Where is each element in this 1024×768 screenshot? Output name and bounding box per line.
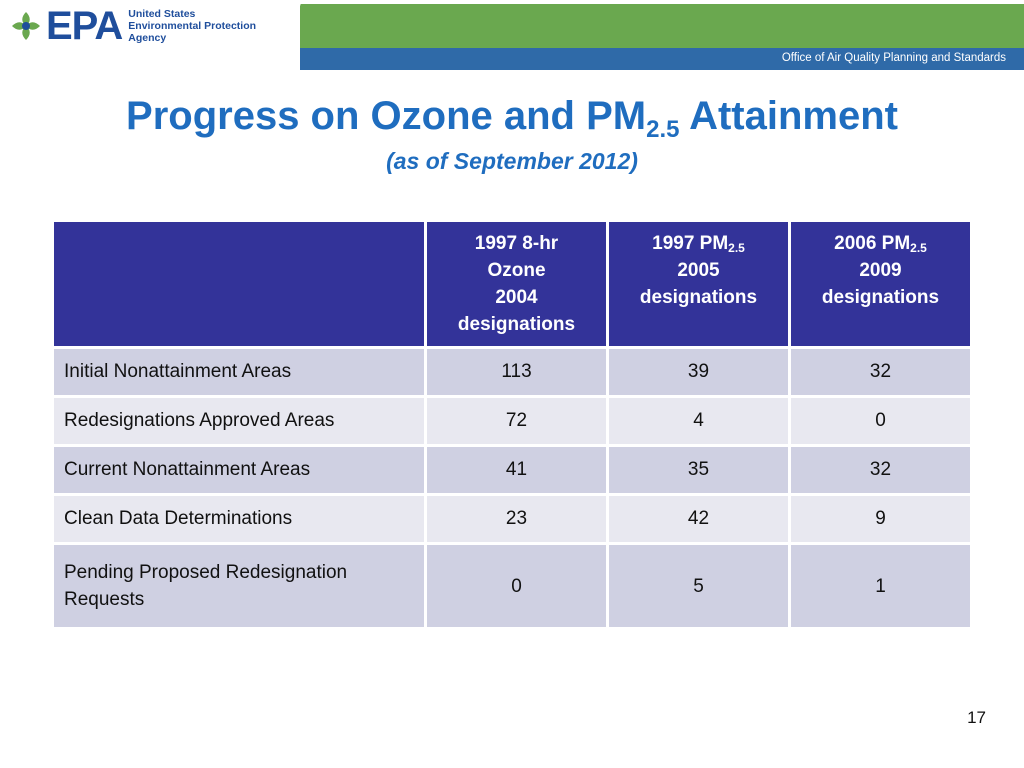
epa-flower-logo-icon bbox=[9, 9, 43, 43]
agency-line-1: United States bbox=[128, 8, 196, 20]
header-blue-bar bbox=[272, 48, 1024, 70]
header-line: 2009 bbox=[859, 260, 902, 281]
slide-subtitle: (as of September 2012) bbox=[386, 148, 638, 174]
header-line: designations bbox=[821, 287, 940, 308]
slide-header: EPA United States Environmental Protecti… bbox=[0, 0, 1024, 72]
table-cell: 32 bbox=[788, 444, 973, 496]
header-line: 1997 8-hr bbox=[474, 233, 559, 254]
table-header-row: 1997 8-hr Ozone 2004 designations 1997 P… bbox=[51, 219, 973, 349]
table-header-pm25-1997: 1997 PM2.5 2005 designations bbox=[606, 219, 791, 349]
table-cell: 32 bbox=[788, 346, 973, 398]
table-row: Clean Data Determinations 23 42 9 bbox=[51, 493, 973, 545]
row-label: Initial Nonattainment Areas bbox=[51, 346, 427, 398]
attainment-table: 1997 8-hr Ozone 2004 designations 1997 P… bbox=[51, 219, 973, 630]
header-subscript: 2.5 bbox=[910, 241, 927, 255]
page-number: 17 bbox=[967, 708, 986, 727]
office-name: Office of Air Quality Planning and Stand… bbox=[781, 52, 1006, 64]
table-cell: 35 bbox=[606, 444, 791, 496]
header-line: designations bbox=[639, 287, 758, 308]
table-cell: 1 bbox=[788, 542, 973, 630]
table-row: Redesignations Approved Areas 72 4 0 bbox=[51, 395, 973, 447]
table-header-corner bbox=[51, 219, 427, 349]
table-cell: 23 bbox=[424, 493, 609, 545]
table-header-ozone-1997: 1997 8-hr Ozone 2004 designations bbox=[424, 219, 609, 349]
header-line: 2006 PM bbox=[834, 233, 911, 254]
table-cell: 9 bbox=[788, 493, 973, 545]
header-line: 2005 bbox=[677, 260, 720, 281]
row-label-line: Pending Proposed Redesignation bbox=[64, 562, 348, 583]
title-main: Progress on Ozone and PM bbox=[126, 94, 647, 138]
row-label: Clean Data Determinations bbox=[51, 493, 427, 545]
table-cell: 41 bbox=[424, 444, 609, 496]
table-cell: 72 bbox=[424, 395, 609, 447]
table-row: Initial Nonattainment Areas 113 39 32 bbox=[51, 346, 973, 398]
row-label: Redesignations Approved Areas bbox=[51, 395, 427, 447]
row-label: Pending Proposed Redesignation Requests bbox=[51, 542, 427, 630]
table-cell: 4 bbox=[606, 395, 791, 447]
agency-line-3: Agency bbox=[128, 32, 167, 44]
title-subscript: 2.5 bbox=[646, 116, 680, 143]
agency-line-2: Environmental Protection bbox=[128, 20, 257, 32]
header-line: 2004 bbox=[495, 287, 538, 308]
header-green-bar bbox=[272, 4, 1024, 48]
table-header-pm25-2006: 2006 PM2.5 2009 designations bbox=[788, 219, 973, 349]
table-cell: 0 bbox=[424, 542, 609, 630]
table-cell: 42 bbox=[606, 493, 791, 545]
agency-name: United States Environmental Protection A… bbox=[128, 8, 256, 44]
table-cell: 39 bbox=[606, 346, 791, 398]
table-cell: 0 bbox=[788, 395, 973, 447]
logo-text: EPA bbox=[46, 4, 123, 48]
header-line: designations bbox=[457, 314, 576, 335]
table-cell: 113 bbox=[424, 346, 609, 398]
table-row: Current Nonattainment Areas 41 35 32 bbox=[51, 444, 973, 496]
table-cell: 5 bbox=[606, 542, 791, 630]
row-label: Current Nonattainment Areas bbox=[51, 444, 427, 496]
epa-logo: EPA United States Environmental Protecti… bbox=[8, 4, 256, 48]
table-row: Pending Proposed Redesignation Requests … bbox=[51, 542, 973, 630]
header-subscript: 2.5 bbox=[728, 241, 745, 255]
header-line: 1997 PM bbox=[652, 233, 729, 254]
row-label-line: Requests bbox=[64, 589, 145, 610]
slide-title: Progress on Ozone and PM2.5 Attainment bbox=[0, 92, 1024, 143]
header-line: Ozone bbox=[487, 260, 546, 281]
title-main-end: Attainment bbox=[679, 94, 898, 138]
